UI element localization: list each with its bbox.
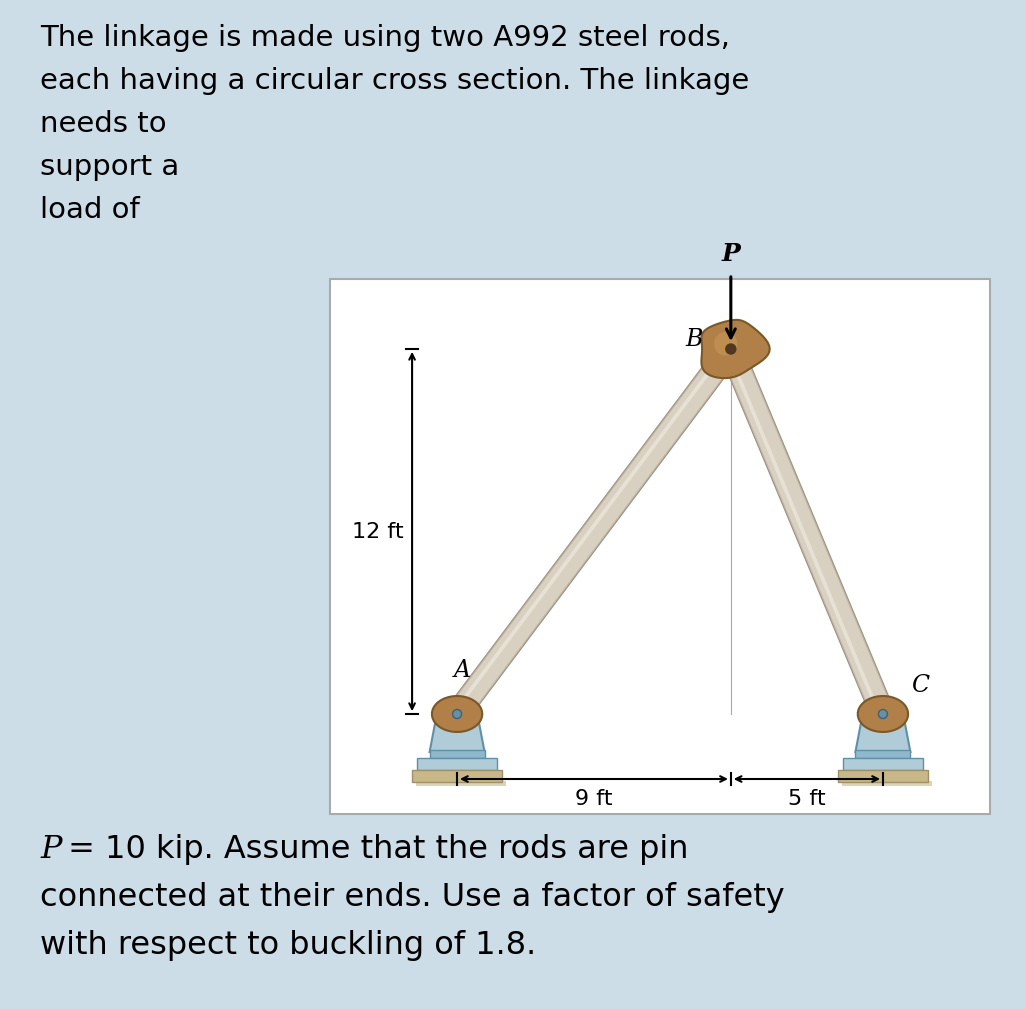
Polygon shape	[725, 350, 881, 716]
Text: The linkage is made using two A992 steel rods,: The linkage is made using two A992 steel…	[40, 24, 731, 52]
Bar	[418, 758, 497, 770]
Text: = 10 kip. Assume that the rods are pin: = 10 kip. Assume that the rods are pin	[58, 834, 688, 865]
Polygon shape	[432, 696, 482, 732]
Circle shape	[725, 343, 737, 355]
Text: needs to: needs to	[40, 110, 166, 138]
Bar	[842, 781, 932, 786]
Polygon shape	[452, 346, 729, 713]
Circle shape	[451, 718, 463, 730]
Text: 5 ft: 5 ft	[788, 789, 826, 809]
Polygon shape	[702, 320, 770, 378]
Circle shape	[714, 332, 738, 355]
Circle shape	[877, 718, 889, 730]
Text: P: P	[721, 242, 740, 266]
Bar	[417, 781, 506, 786]
Polygon shape	[856, 718, 910, 752]
Circle shape	[452, 709, 462, 718]
Text: each having a circular cross section. The linkage: each having a circular cross section. Th…	[40, 67, 749, 95]
Text: support a: support a	[40, 153, 180, 181]
Circle shape	[878, 709, 887, 718]
Text: C: C	[911, 674, 929, 697]
Polygon shape	[448, 342, 740, 720]
Text: 12 ft: 12 ft	[353, 522, 404, 542]
Text: connected at their ends. Use a factor of safety: connected at their ends. Use a factor of…	[40, 882, 785, 913]
Polygon shape	[720, 345, 893, 718]
Text: load of: load of	[40, 196, 140, 224]
Text: P: P	[40, 834, 62, 865]
Bar	[412, 770, 502, 782]
Text: B: B	[685, 328, 703, 350]
Bar	[856, 750, 910, 758]
Bar	[838, 770, 928, 782]
Polygon shape	[858, 696, 908, 732]
Bar	[330, 279, 990, 814]
Polygon shape	[719, 344, 895, 718]
Bar	[843, 758, 923, 770]
Bar	[430, 750, 484, 758]
Text: 9 ft: 9 ft	[576, 789, 613, 809]
Polygon shape	[430, 718, 484, 752]
Text: with respect to buckling of 1.8.: with respect to buckling of 1.8.	[40, 930, 537, 961]
Polygon shape	[447, 341, 741, 721]
Text: A: A	[453, 659, 471, 682]
